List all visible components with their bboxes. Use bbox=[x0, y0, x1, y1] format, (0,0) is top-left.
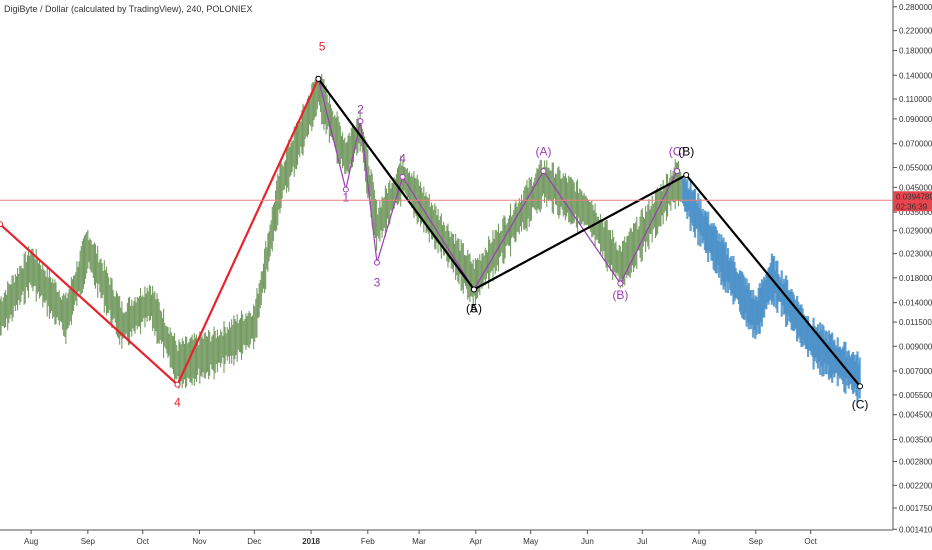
x-tick-label: Aug bbox=[24, 537, 38, 546]
y-tick-label: 0.03500000 bbox=[899, 208, 932, 217]
wave-label: 5 bbox=[319, 39, 326, 53]
y-tick-label: 0.02300000 bbox=[899, 250, 932, 259]
y-tick-label: 0.09000000 bbox=[899, 115, 932, 124]
wave-label: (B) bbox=[612, 288, 628, 302]
chart-title: DigiByte / Dollar (calculated by Trading… bbox=[4, 4, 253, 14]
y-tick-label: 0.00280000 bbox=[899, 458, 932, 467]
red-wave-point[interactable] bbox=[0, 221, 3, 228]
y-tick-label: 0.07000000 bbox=[899, 140, 932, 149]
y-tick-label: 0.00550000 bbox=[899, 391, 932, 400]
wave-label: (A) bbox=[466, 301, 482, 315]
black-wave-line[interactable] bbox=[317, 78, 861, 387]
y-tick-label: 0.01800000 bbox=[899, 274, 932, 283]
wave-label: 1 bbox=[343, 190, 350, 204]
purple-wave-point[interactable] bbox=[357, 118, 364, 125]
y-tick-label: 0.28000000 bbox=[899, 3, 932, 12]
y-tick-label: 0.11000000 bbox=[899, 95, 932, 104]
black-wave-point[interactable] bbox=[315, 75, 322, 82]
waves-layer bbox=[0, 75, 864, 390]
purple-wave-point[interactable] bbox=[674, 168, 681, 175]
purple-wave-point[interactable] bbox=[342, 186, 349, 193]
y-tick-label: 0.04500000 bbox=[899, 183, 932, 192]
y-tick-label: 0.01150000 bbox=[899, 318, 932, 327]
x-tick-label: Feb bbox=[361, 537, 375, 546]
x-tick-label: Jul bbox=[637, 537, 647, 546]
current-price-value: 0.03947897 bbox=[896, 192, 932, 201]
wave-label: (C) bbox=[852, 397, 869, 411]
y-tick-label: 0.05500000 bbox=[899, 164, 932, 173]
wave-label: 5 bbox=[471, 301, 478, 315]
y-tick-label: 0.00141000 bbox=[899, 525, 932, 534]
bar-countdown: 02:36:39 bbox=[896, 202, 928, 211]
x-tick-label: Jun bbox=[581, 537, 594, 546]
y-tick-label: 0.22000000 bbox=[899, 27, 932, 36]
x-tick-label: Mar bbox=[412, 537, 426, 546]
black-wave-point[interactable] bbox=[470, 286, 477, 293]
wave-label: 2 bbox=[357, 103, 364, 117]
x-tick-label: Sep bbox=[749, 537, 764, 546]
wave-label: (C) bbox=[669, 145, 686, 159]
y-tick-label: 0.00900000 bbox=[899, 342, 932, 351]
y-tick-label: 0.00220000 bbox=[899, 481, 932, 490]
black-wave-point[interactable] bbox=[857, 383, 864, 390]
x-tick-label: Apr bbox=[470, 537, 483, 546]
x-tick-label: May bbox=[523, 537, 538, 546]
wave-label: 4 bbox=[399, 151, 406, 165]
purple-wave-point[interactable] bbox=[617, 280, 624, 287]
x-tick-label: Dec bbox=[247, 537, 261, 546]
y-tick-label: 0.18000000 bbox=[899, 46, 932, 55]
y-tick-label: 0.00700000 bbox=[899, 367, 932, 376]
y-tick-label: 0.00350000 bbox=[899, 436, 932, 445]
black-wave-point[interactable] bbox=[683, 171, 690, 178]
y-tick-label: 0.00175000 bbox=[899, 504, 932, 513]
wave-label: 3 bbox=[374, 275, 381, 289]
x-tick-label: 2018 bbox=[302, 537, 320, 546]
y-tick-label: 0.02900000 bbox=[899, 227, 932, 236]
candles-layer bbox=[0, 73, 861, 403]
x-tick-label: Nov bbox=[192, 537, 206, 546]
wave-label: (B) bbox=[678, 145, 694, 159]
wave-label: 4 bbox=[174, 395, 181, 409]
y-tick-label: 0.01400000 bbox=[899, 299, 932, 308]
red-wave-point[interactable] bbox=[174, 381, 181, 388]
x-tick-label: Oct bbox=[804, 537, 817, 546]
y-tick-label: 0.00450000 bbox=[899, 411, 932, 420]
purple-wave-point[interactable] bbox=[399, 173, 406, 180]
x-tick-label: Oct bbox=[137, 537, 150, 546]
x-tick-label: Sep bbox=[81, 537, 96, 546]
purple-wave-point[interactable] bbox=[373, 259, 380, 266]
wave-label: (A) bbox=[535, 145, 551, 159]
current-price-badge bbox=[893, 191, 932, 212]
y-tick-label: 0.14000000 bbox=[899, 71, 932, 80]
purple-wave-point[interactable] bbox=[540, 168, 547, 175]
x-tick-label: Aug bbox=[692, 537, 706, 546]
